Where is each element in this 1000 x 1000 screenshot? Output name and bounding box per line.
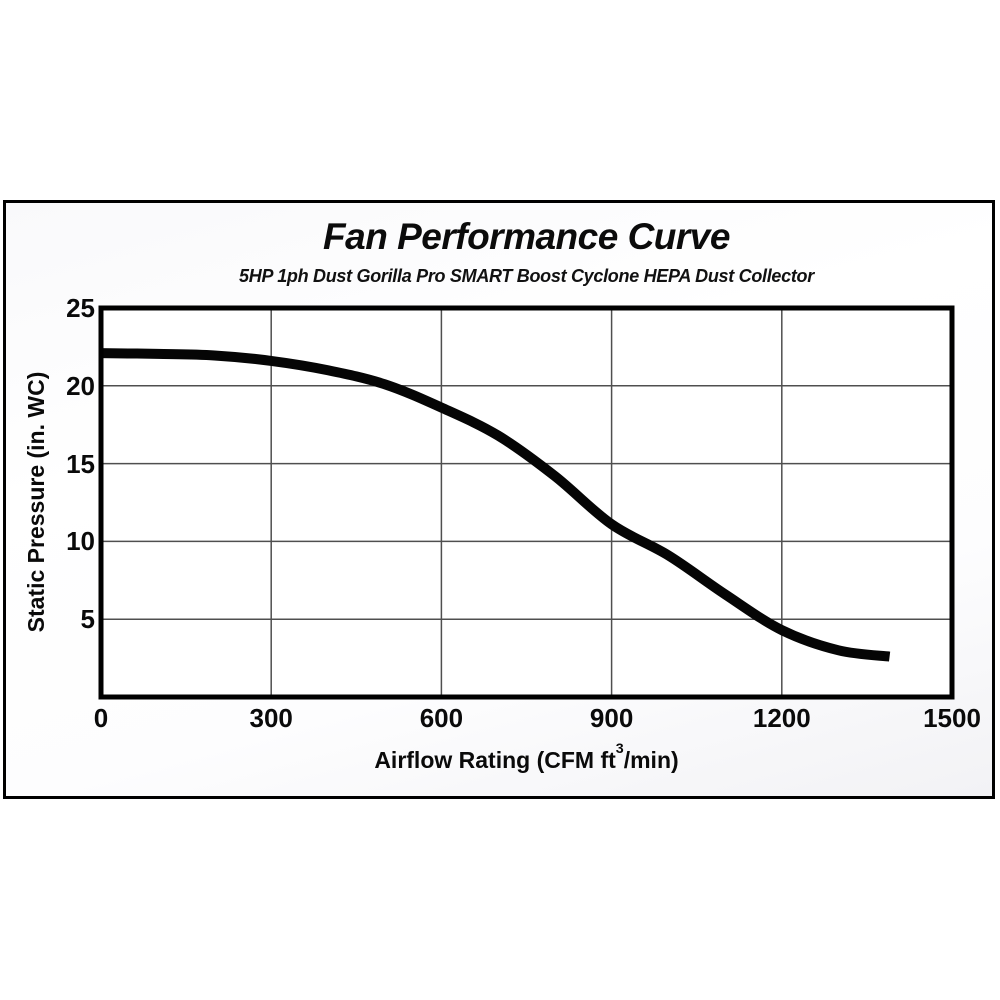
x-tick-label: 0: [93, 703, 109, 733]
x-axis-label-suffix: /min): [623, 747, 679, 773]
y-tick-label: 15: [66, 448, 95, 479]
chart-subtitle: 5HP 1ph Dust Gorilla Pro SMART Boost Cyc…: [239, 266, 814, 286]
x-tick-label: 300: [249, 703, 293, 733]
fan-performance-curve-line: [100, 348, 891, 662]
chart-title: Fan Performance Curve: [323, 216, 730, 257]
x-axis-label-prefix: Airflow Rating (CFM ft: [374, 747, 616, 773]
y-tick-label: 20: [66, 370, 95, 401]
y-tick-label: 25: [66, 293, 95, 323]
x-axis-label-superscript: 3: [615, 740, 624, 757]
plot-area: [101, 308, 952, 697]
plot-frame: [98, 305, 955, 700]
x-tick-label: 1500: [923, 703, 981, 733]
x-tick-label: 1200: [752, 703, 811, 733]
y-axis-label: Static Pressure (in. WC): [23, 371, 49, 633]
x-tick-label: 900: [589, 703, 634, 733]
y-tick-label: 5: [80, 604, 95, 635]
x-axis-label: Airflow Rating (CFM ft3/min): [101, 741, 952, 774]
y-tick-label: 10: [66, 526, 95, 557]
x-tick-label: 600: [419, 703, 464, 733]
